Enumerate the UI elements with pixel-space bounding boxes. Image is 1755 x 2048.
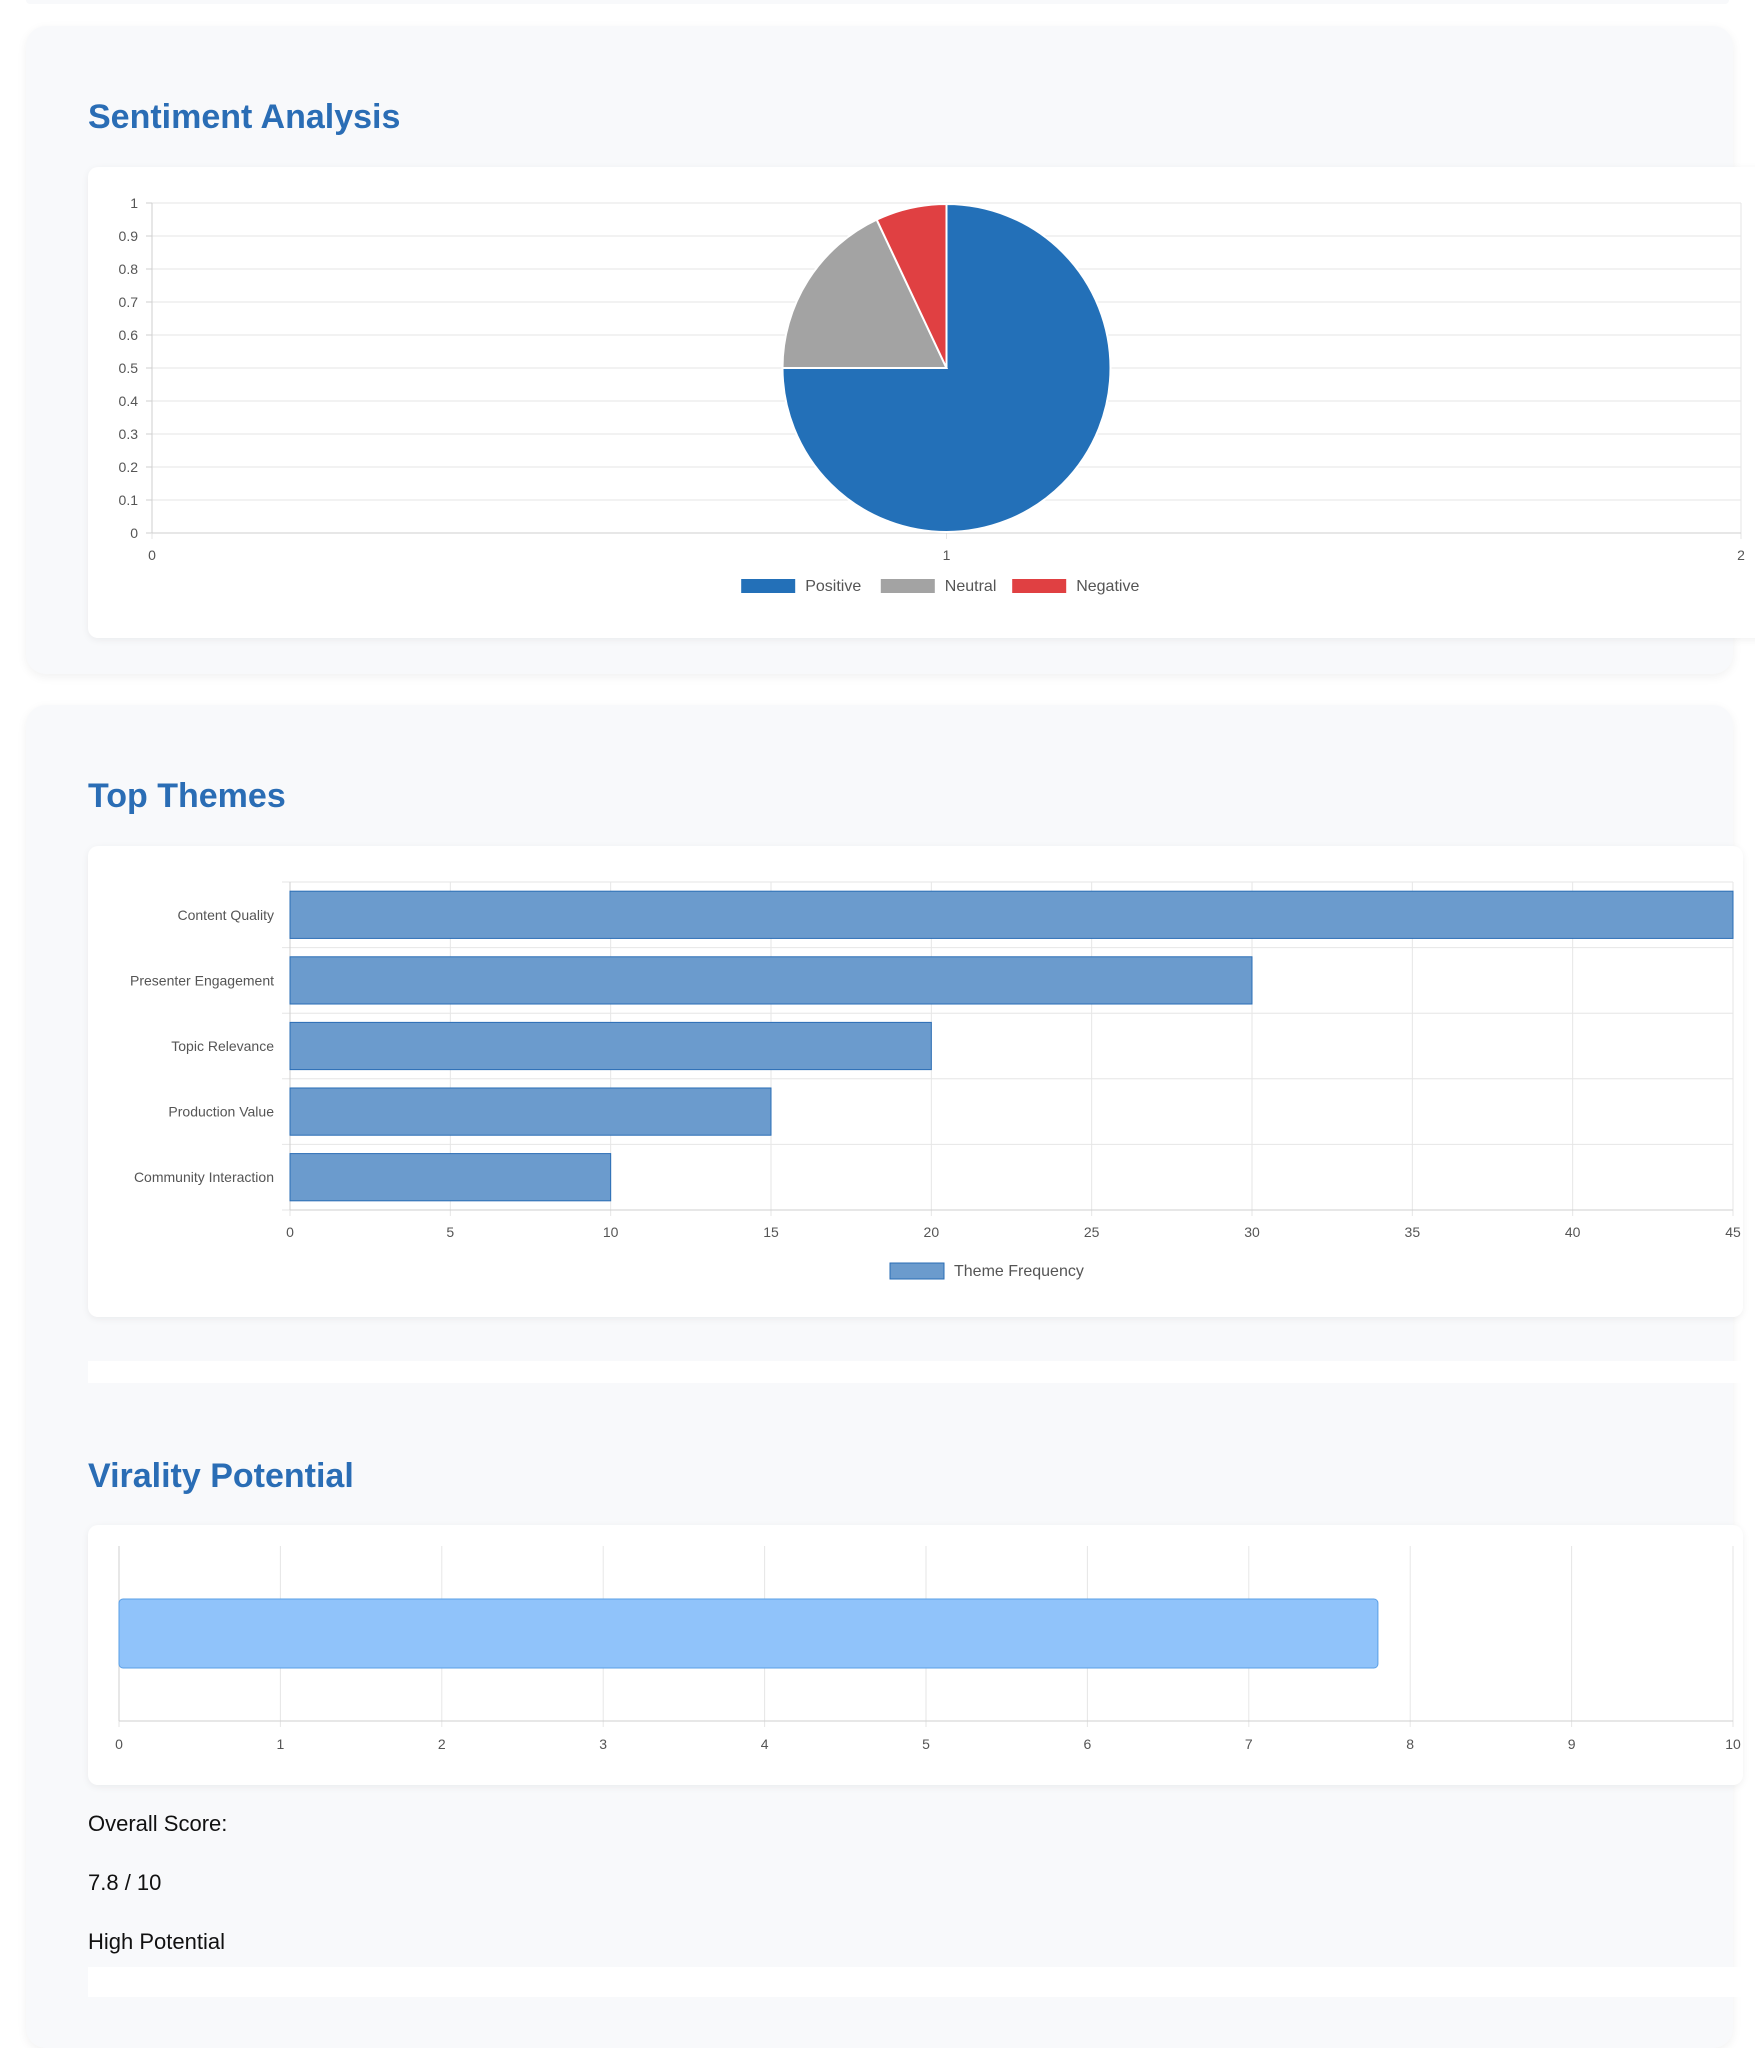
sentiment-card: Sentiment Analysis 0 0.1 0.2 0.3 0.4 0.5 0.6 0.…: [26, 26, 1755, 674]
bar-virality-score: [118, 1598, 1379, 1669]
x-tick-label: 30: [1244, 1224, 1260, 1240]
bar-community-interaction: [289, 1153, 612, 1202]
themes-card: Top Themes 0 5 10 15 20 25 30 35 40 45 Content Qua…: [26, 705, 1743, 2048]
x-tick-label: 1: [277, 1736, 285, 1752]
x-tick-label: 35: [1405, 1224, 1421, 1240]
y-tick-label: 0.3: [119, 426, 139, 442]
legend-label-negative: Negative: [1076, 578, 1139, 595]
y-tick-label: 0: [130, 525, 138, 541]
pie-slice-negative: [875, 202, 948, 369]
overall-score-label: Overall Score:: [88, 1811, 228, 1836]
x-tick-label: 20: [924, 1224, 940, 1240]
virality-chart-panel: 0 1 2 3 4 5 6 7 8 9 10: [88, 1525, 1743, 1785]
y-tick-label: Presenter Engagement: [130, 972, 274, 988]
y-tick-label: Community Interaction: [134, 1169, 274, 1185]
y-tick-label: 0.9: [119, 228, 139, 244]
themes-chart: 0 5 10 15 20 25 30 35 40 45 Content Quality Present…: [130, 881, 1741, 1280]
x-tick-label: 0: [148, 547, 156, 563]
x-tick-label: 45: [1725, 1224, 1741, 1240]
virality-title: Virality Potential: [88, 1457, 354, 1495]
x-tick-label: 40: [1565, 1224, 1581, 1240]
bottom-strip: [88, 1967, 1743, 1997]
x-tick-label: 0: [286, 1224, 294, 1240]
y-tick-label: 0.7: [119, 294, 139, 310]
y-tick-label: Topic Relevance: [171, 1038, 274, 1054]
virality-chart: 0 1 2 3 4 5 6 7 8 9 10: [115, 1546, 1741, 1752]
y-tick-label: 0.5: [119, 360, 139, 376]
x-tick-label: 9: [1568, 1736, 1576, 1752]
legend-label-neutral: Neutral: [945, 578, 997, 595]
bar-production-value: [289, 1087, 772, 1136]
pie-slice-neutral: [781, 218, 949, 369]
legend-swatch-negative: [1012, 579, 1067, 593]
sentiment-chart-panel: 0 0.1 0.2 0.3 0.4 0.5 0.6 0.7 0.8 0.9 1 0 1 2 Positive…: [88, 167, 1755, 638]
x-tick-label: 6: [1084, 1736, 1092, 1752]
bar-content-quality: [289, 890, 1734, 939]
x-tick-label: 8: [1406, 1736, 1414, 1752]
x-tick-label: 10: [603, 1224, 619, 1240]
y-tick-label: Content Quality: [178, 907, 275, 923]
x-tick-label: 1: [943, 547, 951, 563]
pie-slice-positive: [781, 202, 1112, 533]
x-tick-label: 4: [761, 1736, 769, 1752]
sentiment-chart: 0 0.1 0.2 0.3 0.4 0.5 0.6 0.7 0.8 0.9 1 0 1 2 Positive…: [119, 195, 1746, 595]
x-tick-label: 5: [922, 1736, 930, 1752]
bar-topic-relevance: [289, 1021, 932, 1071]
y-tick-label: 0.6: [119, 327, 139, 343]
y-tick-label: 0.4: [119, 393, 139, 409]
x-tick-label: 25: [1084, 1224, 1100, 1240]
x-tick-label: 2: [1737, 547, 1745, 563]
x-tick-label: 7: [1245, 1736, 1253, 1752]
x-tick-label: 5: [446, 1224, 454, 1240]
overall-score-value: 7.8 / 10: [88, 1870, 162, 1895]
themes-title: Top Themes: [88, 777, 286, 815]
sentiment-title: Sentiment Analysis: [88, 98, 401, 136]
legend-swatch-neutral: [880, 579, 935, 593]
legend-swatch-theme-frequency: [889, 1262, 945, 1280]
y-tick-label: Production Value: [168, 1104, 274, 1120]
divider-strip: [88, 1361, 1743, 1383]
x-tick-label: 3: [599, 1736, 607, 1752]
legend-label-theme-frequency: Theme Frequency: [954, 1263, 1084, 1280]
x-tick-label: 10: [1725, 1736, 1741, 1752]
bar-presenter-engagement: [289, 956, 1253, 1005]
legend-label-positive: Positive: [805, 578, 861, 595]
x-tick-label: 15: [763, 1224, 779, 1240]
y-tick-label: 0.2: [119, 459, 139, 475]
y-tick-label: 1: [130, 195, 138, 211]
legend-swatch-positive: [741, 579, 796, 593]
y-tick-label: 0.8: [119, 261, 139, 277]
top-strip: [26, 0, 1729, 4]
y-tick-label: 0.1: [119, 492, 139, 508]
x-tick-label: 0: [115, 1736, 123, 1752]
x-tick-label: 2: [438, 1736, 446, 1752]
potential-label: High Potential: [88, 1929, 225, 1954]
themes-chart-panel: 0 5 10 15 20 25 30 35 40 45 Content Quality Present…: [88, 846, 1743, 1317]
